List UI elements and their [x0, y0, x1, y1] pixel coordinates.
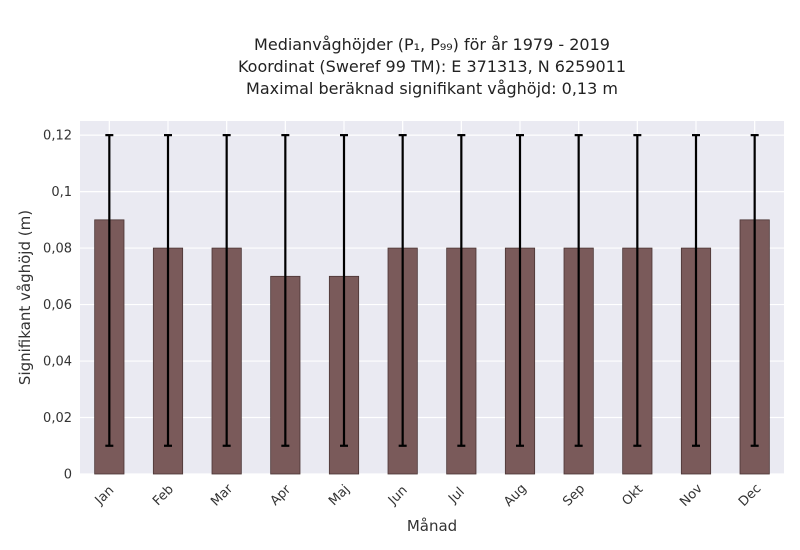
error-bar-feb — [164, 134, 172, 447]
error-bar-jan — [105, 134, 114, 447]
x-tick-labels: Jan Feb Mar Apr Maj Jun Jul Aug Sep Okt Nov Dec — [92, 481, 765, 510]
x-tick-label: Dec — [736, 481, 764, 509]
x-tick-label: Nov — [677, 481, 706, 510]
x-tick-label: Okt — [619, 482, 646, 509]
chart-title-line-3: Maximal beräknad signifikant våghöjd: 0,… — [246, 79, 618, 98]
y-tick-label: 0,08 — [43, 242, 72, 257]
chart-title-line-1: Medianvåghöjder (P₁, P₉₉) för år 1979 - … — [254, 35, 610, 54]
error-bar-apr — [281, 134, 290, 447]
error-bar-nov — [692, 134, 700, 447]
error-bars — [105, 134, 759, 447]
x-tick-label: Jan — [92, 483, 117, 508]
x-axis-label: Månad — [407, 517, 457, 535]
x-tick-label: Feb — [150, 482, 177, 509]
error-bar-okt — [633, 134, 642, 447]
chart-title: Medianvåghöjder (P₁, P₉₉) för år 1979 - … — [80, 34, 784, 100]
x-tick-label: Aug — [501, 481, 530, 510]
error-bar-aug — [516, 134, 524, 447]
error-bar-maj — [340, 134, 348, 447]
error-bar-jun — [398, 134, 407, 447]
y-tick-labels: 0 0,02 0,04 0,06 0,08 0,1 0,12 — [43, 129, 72, 483]
x-tick-label: Maj — [326, 482, 353, 509]
y-tick-label: 0,06 — [43, 298, 72, 313]
y-tick-label: 0,1 — [51, 185, 72, 200]
error-bar-sep — [574, 134, 583, 447]
y-axis-label: Signifikant våghöjd (m) — [16, 210, 34, 385]
y-tick-label: 0,02 — [43, 411, 72, 426]
x-tick-label: Apr — [268, 482, 295, 509]
error-bar-dec — [750, 134, 759, 447]
error-bar-jul — [457, 134, 466, 447]
y-tick-label: 0,04 — [43, 355, 72, 370]
plot-area — [80, 121, 784, 474]
x-tick-label: Sep — [560, 482, 588, 510]
error-bar-mar — [222, 134, 231, 447]
x-tick-label: Mar — [208, 481, 236, 509]
x-tick-label: Jul — [445, 485, 467, 507]
y-tick-label: 0 — [64, 468, 72, 483]
x-tick-label: Jun — [385, 483, 411, 509]
y-tick-label: 0,12 — [43, 129, 72, 144]
chart-title-line-2: Koordinat (Sweref 99 TM): E 371313, N 62… — [237, 57, 627, 76]
